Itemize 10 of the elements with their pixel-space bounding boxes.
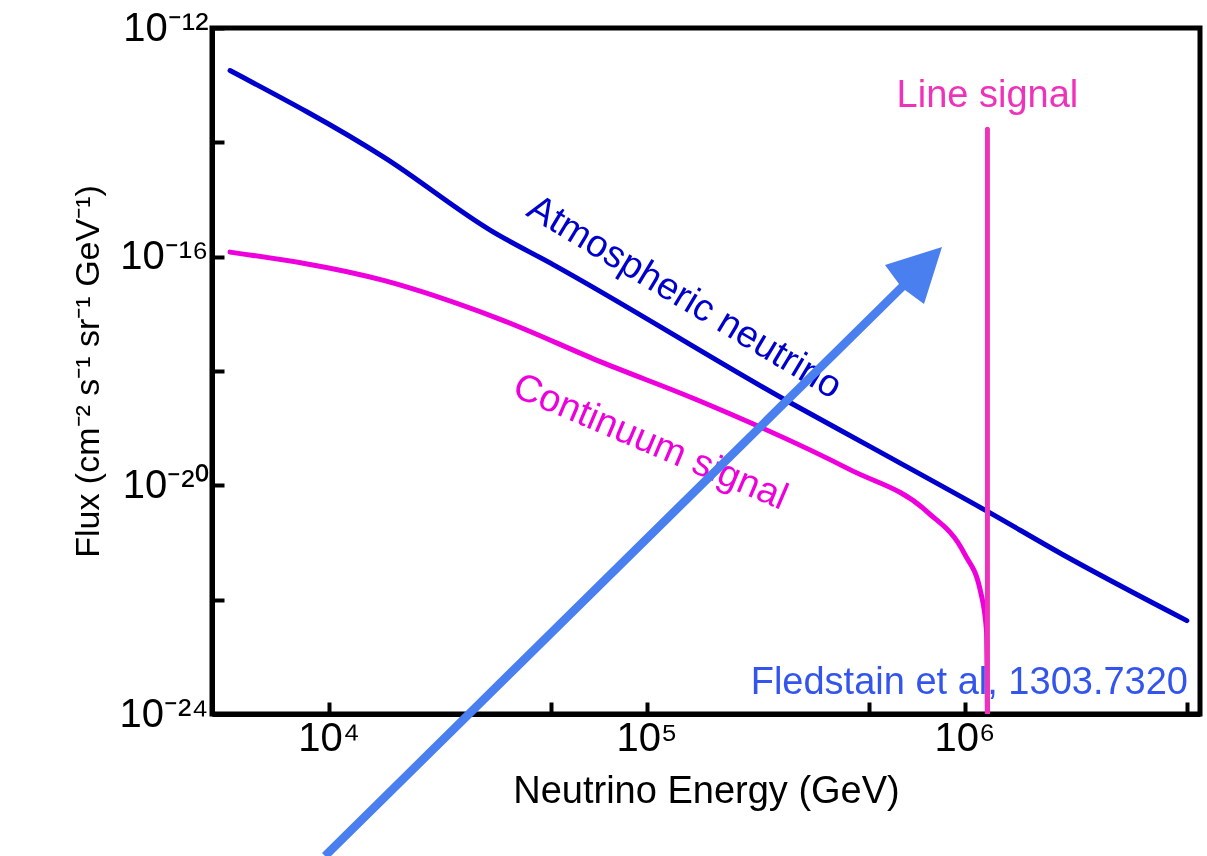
x-tick-label: 10⁵	[616, 714, 678, 759]
y-tick-label: 10⁻¹⁶	[120, 233, 209, 278]
series-label: Line signal	[896, 73, 1079, 116]
y-tick-label: 10⁻¹²	[123, 4, 209, 49]
x-axis-title: Neutrino Energy (GeV)	[513, 768, 900, 811]
y-axis-title: Flux (cm⁻² s⁻¹ sr⁻¹ GeV⁻¹)	[67, 185, 106, 558]
y-tick-label: 10⁻²⁰	[122, 461, 209, 506]
y-tick-label: 10⁻²⁴	[119, 690, 209, 735]
x-tick-label: 10⁶	[934, 714, 996, 759]
x-tick-label: 10⁴	[298, 714, 360, 759]
